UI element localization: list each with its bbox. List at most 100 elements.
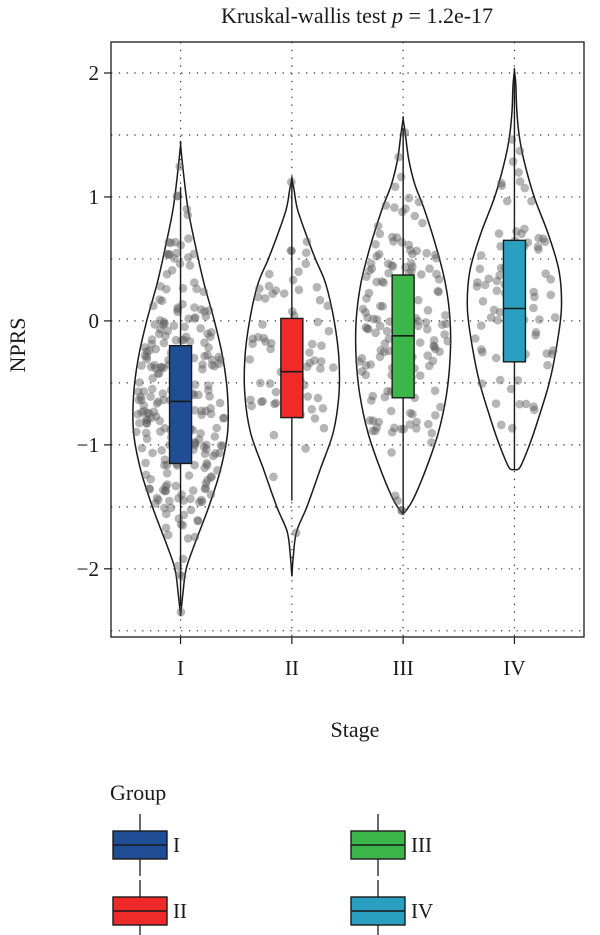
data-point (142, 347, 152, 356)
data-point (169, 321, 179, 331)
data-point (186, 494, 195, 504)
data-point (423, 351, 433, 360)
data-point (405, 420, 415, 429)
data-point (200, 463, 209, 473)
data-point (310, 356, 319, 365)
data-point (371, 328, 380, 338)
data-point (542, 349, 552, 358)
data-point (177, 572, 187, 581)
data-point (161, 523, 171, 533)
data-point (155, 295, 164, 304)
x-tick-label: III (393, 656, 414, 680)
data-point (497, 420, 506, 430)
data-point (166, 238, 176, 248)
data-point (396, 424, 406, 434)
data-point (415, 338, 425, 347)
data-point (367, 264, 377, 274)
data-point (179, 335, 189, 345)
data-point (209, 451, 218, 461)
data-point (207, 360, 217, 370)
data-point (412, 246, 422, 256)
data-point (493, 316, 503, 325)
data-point (508, 157, 518, 166)
data-point (207, 472, 216, 481)
data-point (270, 399, 279, 409)
data-point (147, 339, 156, 349)
legend-label-iv: IV (411, 899, 433, 923)
data-point (258, 397, 267, 406)
data-point (190, 532, 200, 542)
data-point (186, 505, 196, 515)
data-point (422, 248, 432, 258)
data-point (315, 295, 325, 305)
data-point (146, 392, 155, 401)
data-point (486, 313, 496, 322)
data-point (141, 428, 151, 438)
data-point (529, 287, 538, 297)
data-point (147, 335, 157, 344)
data-point (162, 269, 172, 279)
data-point (515, 399, 524, 409)
data-point (184, 253, 193, 262)
data-point (379, 278, 389, 288)
legend-label-i: I (173, 833, 180, 857)
data-point (161, 482, 170, 491)
data-point (425, 264, 434, 273)
data-point (205, 392, 214, 401)
plot-panel-border (110, 41, 585, 638)
data-point (317, 341, 326, 351)
data-point (179, 510, 189, 520)
data-point (175, 162, 184, 171)
data-point (410, 211, 420, 221)
data-point (521, 399, 531, 409)
data-point (362, 294, 371, 303)
data-point (406, 408, 415, 418)
data-point (248, 339, 257, 349)
data-point (423, 325, 432, 334)
data-point (183, 210, 193, 220)
data-point (406, 259, 416, 268)
data-point (440, 330, 449, 339)
data-point (475, 264, 485, 274)
data-point (390, 491, 400, 501)
data-point (324, 326, 334, 336)
data-point (154, 329, 164, 339)
data-point (133, 410, 143, 419)
data-point (548, 346, 558, 355)
y-axis: −2 −1 0 1 2 (77, 61, 111, 581)
x-tick-label: II (285, 656, 299, 680)
data-point (427, 428, 437, 438)
data-point (520, 183, 530, 193)
data-point (265, 379, 275, 388)
data-point (301, 444, 310, 453)
data-point (423, 306, 433, 315)
data-point (206, 409, 216, 419)
data-point (157, 296, 167, 306)
data-point (173, 307, 182, 317)
data-point (162, 468, 172, 478)
data-point (180, 322, 189, 332)
data-point (412, 424, 421, 433)
data-point (425, 361, 434, 371)
data-point (170, 254, 179, 263)
data-point (268, 289, 277, 299)
data-point (380, 392, 390, 402)
data-point (214, 352, 224, 362)
data-point (160, 460, 169, 470)
data-point (431, 250, 440, 260)
data-point (145, 346, 154, 355)
data-point (373, 221, 383, 231)
data-point (258, 320, 267, 329)
data-point (414, 197, 424, 207)
data-point (161, 486, 171, 496)
data-point (363, 313, 372, 322)
data-point (418, 218, 427, 228)
data-point (310, 414, 320, 423)
data-point (160, 486, 170, 496)
data-point (206, 332, 215, 342)
data-point (141, 415, 151, 424)
data-point (384, 346, 394, 356)
data-point (181, 332, 191, 342)
data-point (177, 336, 186, 345)
violin-iv (466, 67, 563, 471)
